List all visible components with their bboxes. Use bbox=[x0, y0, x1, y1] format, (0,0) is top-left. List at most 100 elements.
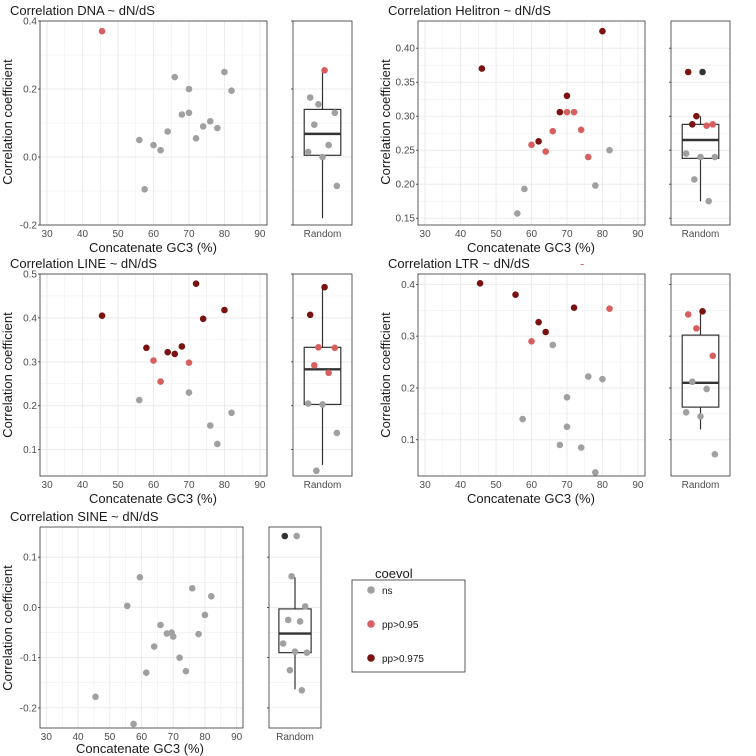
data-point bbox=[556, 108, 564, 116]
data-point bbox=[182, 667, 190, 675]
data-point bbox=[92, 693, 99, 701]
random-point bbox=[325, 369, 332, 377]
data-point bbox=[176, 654, 183, 661]
x-tick-label: 30 bbox=[420, 480, 432, 491]
data-point bbox=[150, 357, 157, 364]
random-point bbox=[709, 352, 717, 360]
x-tick-label: 30 bbox=[42, 480, 54, 491]
y-tick-label: 0.30 bbox=[396, 112, 416, 123]
box-panel-frame bbox=[670, 273, 731, 477]
y-tick-label: 0.25 bbox=[396, 146, 416, 157]
data-point bbox=[201, 611, 209, 619]
panel-sine: Correlation SINE ~ dN/dS 30 40 50 60 70 80 90 -… bbox=[0, 509, 322, 756]
random-point bbox=[691, 176, 698, 183]
data-point bbox=[563, 92, 571, 100]
panel-frame bbox=[417, 20, 646, 226]
random-point bbox=[689, 121, 696, 128]
data-point bbox=[549, 341, 557, 349]
x-tick-label: 80 bbox=[199, 732, 211, 743]
data-point bbox=[207, 593, 215, 600]
data-point bbox=[512, 291, 519, 299]
random-point bbox=[689, 378, 696, 386]
random-point bbox=[315, 344, 322, 351]
data-point bbox=[584, 153, 592, 161]
random-point bbox=[333, 429, 341, 437]
box-plot-line: Random bbox=[291, 273, 353, 491]
data-point bbox=[188, 585, 196, 592]
random-point bbox=[286, 666, 294, 674]
y-tick-label: 0.3 bbox=[401, 332, 415, 343]
data-point bbox=[528, 141, 535, 149]
x-tick-label: 60 bbox=[148, 229, 160, 240]
panel-frame bbox=[39, 273, 268, 477]
box-iqr bbox=[303, 346, 342, 406]
random-point bbox=[319, 401, 326, 408]
panel-title-helitron: Correlation Helitron ~ dN/dS bbox=[388, 3, 551, 18]
x-tick-label: 30 bbox=[420, 229, 432, 240]
panel-title-dna: Correlation DNA ~ dN/dS bbox=[10, 3, 155, 18]
data-point bbox=[136, 136, 143, 144]
random-point bbox=[291, 648, 299, 655]
data-point bbox=[563, 108, 571, 116]
data-point bbox=[199, 315, 207, 323]
x-axis-label-sine: Concatenate GC3 (%) bbox=[76, 741, 204, 756]
x-tick-label: 70 bbox=[168, 732, 180, 743]
data-point bbox=[542, 148, 549, 155]
data-point bbox=[164, 128, 171, 135]
data-point bbox=[549, 127, 557, 135]
data-point bbox=[185, 359, 193, 367]
random-point bbox=[321, 67, 328, 74]
box-plot-helitron: Random bbox=[669, 20, 731, 240]
random-point bbox=[331, 109, 339, 117]
panel-frame bbox=[417, 273, 646, 477]
x-axis-label-dna: Concatenate GC3 (%) bbox=[89, 240, 217, 255]
box-x-label: Random bbox=[304, 229, 342, 240]
random-point bbox=[279, 640, 287, 647]
legend-label: ns bbox=[382, 586, 393, 597]
x-tick-label: 40 bbox=[77, 229, 89, 240]
random-point bbox=[281, 532, 289, 540]
data-point bbox=[192, 135, 200, 142]
random-point bbox=[682, 150, 690, 157]
random-point bbox=[711, 153, 719, 161]
x-tick-label: 70 bbox=[183, 480, 195, 491]
data-point bbox=[157, 378, 164, 385]
data-point bbox=[178, 111, 186, 118]
data-point bbox=[563, 393, 571, 401]
scatter-plot-helitron: 30 40 50 60 70 80 90 0.15 0.20 0.25 0.30 0.35 0.40 bbox=[396, 20, 646, 240]
y-tick-label: 0.2 bbox=[23, 401, 37, 412]
panel-title-ltr: Correlation LTR ~ dN/dS bbox=[388, 256, 530, 271]
y-axis-label-helitron: Correlation coefficient bbox=[378, 59, 393, 185]
x-tick-label: 50 bbox=[490, 480, 502, 491]
y-tick-label: 0.1 bbox=[23, 445, 37, 456]
x-tick-label: 30 bbox=[42, 229, 54, 240]
random-point bbox=[303, 649, 311, 656]
random-point bbox=[711, 450, 719, 458]
legend-frame bbox=[351, 579, 466, 673]
random-point bbox=[699, 68, 706, 76]
legend-key bbox=[367, 654, 375, 662]
x-tick-label: 70 bbox=[561, 480, 573, 491]
data-point bbox=[185, 389, 193, 396]
box-plot-ltr: Random bbox=[669, 273, 731, 491]
data-point bbox=[221, 306, 228, 314]
x-tick-label: 80 bbox=[597, 480, 609, 491]
legend: coevol ns pp>0.95 pp>0.975 bbox=[351, 566, 466, 673]
x-tick-label: 80 bbox=[219, 480, 231, 491]
data-point bbox=[228, 409, 235, 417]
panel-frame bbox=[39, 526, 244, 729]
random-point bbox=[709, 121, 717, 128]
data-point bbox=[141, 186, 148, 193]
y-axis-label-ltr: Correlation coefficient bbox=[378, 312, 393, 438]
box-x-label: Random bbox=[276, 732, 314, 743]
data-point bbox=[514, 210, 521, 217]
x-tick-label: 50 bbox=[490, 229, 502, 240]
random-point bbox=[315, 101, 322, 108]
data-point bbox=[542, 328, 549, 336]
x-tick-label: 60 bbox=[526, 229, 538, 240]
y-tick-label: -0.2 bbox=[20, 703, 38, 714]
data-point bbox=[178, 343, 186, 350]
data-point bbox=[142, 669, 150, 677]
box-panel-frame bbox=[268, 526, 322, 729]
legend-key bbox=[367, 586, 375, 594]
